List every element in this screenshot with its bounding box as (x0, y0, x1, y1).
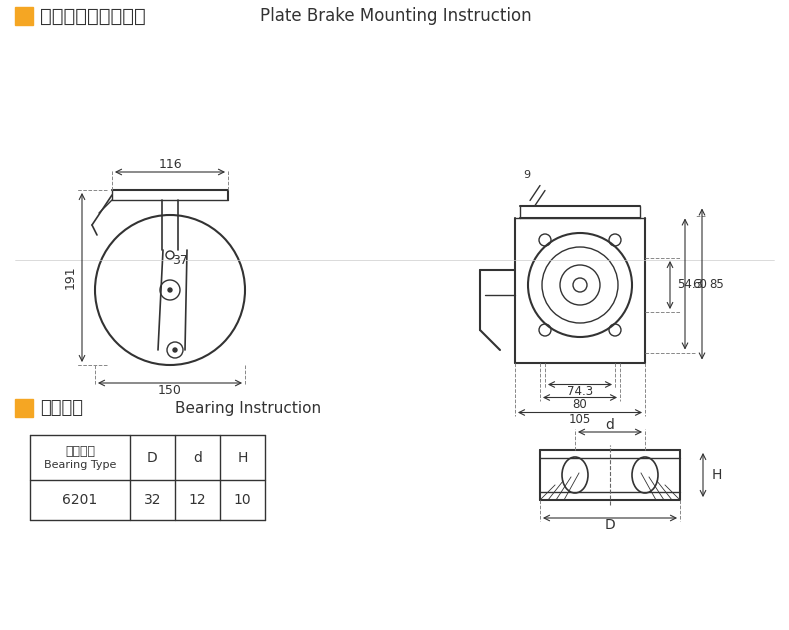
Text: d: d (193, 450, 202, 464)
Text: 105: 105 (569, 413, 591, 426)
Text: 6201: 6201 (62, 493, 98, 507)
Text: 平顶刹车安装尺寸图: 平顶刹车安装尺寸图 (40, 6, 146, 25)
Text: Bearing Instruction: Bearing Instruction (175, 401, 321, 416)
Text: 轴承说明: 轴承说明 (40, 399, 83, 417)
Circle shape (173, 348, 177, 352)
Text: D: D (147, 450, 158, 464)
Text: 32: 32 (144, 493, 161, 507)
Text: H: H (712, 468, 723, 482)
Text: 191: 191 (63, 266, 77, 289)
Circle shape (168, 288, 172, 292)
Text: D: D (604, 518, 615, 532)
Bar (15, 7, 33, 25)
Text: 10: 10 (234, 493, 252, 507)
Text: 12: 12 (189, 493, 206, 507)
Text: 54.3: 54.3 (677, 278, 703, 292)
Text: 37: 37 (172, 253, 188, 266)
Bar (15, 399, 33, 417)
Text: 116: 116 (158, 159, 181, 171)
Text: 150: 150 (158, 384, 182, 396)
Text: 85: 85 (709, 277, 724, 290)
Text: 9: 9 (523, 171, 530, 181)
Text: 60: 60 (692, 277, 707, 290)
Text: Plate Brake Mounting Instruction: Plate Brake Mounting Instruction (260, 7, 532, 25)
Text: Bearing Type: Bearing Type (44, 461, 116, 471)
Text: 80: 80 (573, 398, 587, 411)
Text: H: H (237, 450, 248, 464)
Text: d: d (606, 418, 615, 432)
Text: 74.3: 74.3 (567, 385, 593, 398)
Text: 轴承型号: 轴承型号 (65, 445, 95, 458)
